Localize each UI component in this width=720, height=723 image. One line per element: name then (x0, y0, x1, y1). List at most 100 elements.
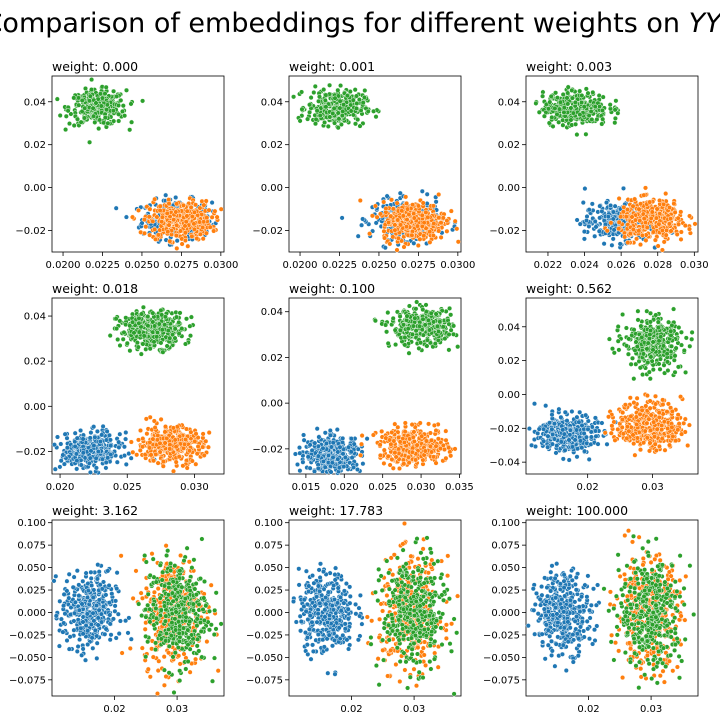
scatter-point (438, 220, 444, 226)
scatter-point (330, 454, 336, 460)
scatter-point (582, 186, 588, 192)
scatter-point (322, 119, 328, 126)
scatter-point (325, 123, 331, 129)
scatter-point (113, 205, 119, 211)
scatter-point (623, 214, 629, 220)
scatter-point (155, 232, 161, 238)
scatter-point (600, 94, 606, 100)
subplot-title: weight: 0.003 (526, 59, 612, 74)
scatter-point (341, 102, 347, 108)
scatter-point (415, 242, 421, 249)
scatter-point (382, 245, 388, 251)
scatter-point (340, 108, 346, 114)
scatter-point (57, 112, 63, 119)
scatter-point (292, 451, 298, 457)
scatter-point (212, 208, 218, 214)
scatter-point (157, 203, 163, 209)
scatter-point (183, 316, 190, 322)
scatter-point (90, 105, 96, 111)
scatter-point (102, 115, 108, 121)
scatter-point (432, 341, 438, 347)
scatter-point (148, 452, 154, 458)
scatter-point (565, 101, 571, 107)
scatter-point (397, 190, 403, 196)
scatter-point (116, 111, 122, 117)
scatter-point (580, 200, 586, 206)
scatter-point (639, 232, 645, 238)
scatter-point (403, 194, 409, 200)
scatter-point (151, 339, 157, 345)
scatter-point (87, 469, 93, 475)
scatter-point (167, 238, 173, 244)
scatter-point (206, 430, 212, 436)
scatter-point (388, 213, 394, 219)
scatter-point (599, 107, 605, 113)
scatter-point (678, 209, 684, 215)
scatter-point (314, 426, 320, 432)
scatter-point (153, 451, 159, 457)
scatter-point (159, 214, 165, 220)
scatter-point (392, 222, 398, 228)
scatter-point (140, 304, 146, 310)
scatter-point (335, 456, 341, 462)
scatter-point (661, 201, 667, 207)
scatter-point (617, 241, 623, 247)
scatter-point (360, 100, 366, 106)
scatter-point (550, 123, 556, 129)
scatter-point (128, 455, 134, 461)
scatter-point (172, 326, 178, 332)
scatter-point (327, 82, 333, 88)
scatter-point (341, 464, 347, 470)
scatter-point (654, 206, 660, 212)
scatter-point (121, 444, 127, 450)
scatter-point (372, 203, 378, 209)
scatter-point (545, 106, 552, 112)
scatter-point (448, 208, 454, 214)
scatter-point (152, 226, 158, 232)
scatter-point (630, 203, 636, 209)
scatter-point (179, 241, 185, 247)
scatter-point (103, 459, 109, 466)
scatter-point (434, 323, 441, 329)
scatter-point (88, 430, 94, 436)
scatter-point (364, 436, 370, 442)
scatter-point (399, 208, 405, 214)
scatter-point (129, 214, 136, 220)
scatter-point (335, 87, 341, 93)
scatter-point (94, 428, 100, 434)
scatter-point (666, 221, 672, 227)
scatter-point (88, 448, 94, 454)
scatter-point (629, 214, 635, 220)
scatter-point (569, 95, 575, 101)
scatter-point (636, 206, 642, 212)
scatter-point (195, 443, 201, 450)
scatter-point (307, 102, 313, 108)
scatter-point (354, 100, 360, 107)
scatter-point (183, 219, 189, 225)
scatter-point (114, 326, 120, 332)
scatter-point (200, 444, 206, 450)
scatter-point (152, 323, 158, 329)
scatter-point (99, 95, 105, 101)
scatter-point (360, 461, 366, 467)
scatter-point (554, 95, 560, 101)
scatter-point (322, 430, 328, 436)
scatter-point (65, 108, 71, 114)
scatter-point (105, 455, 111, 461)
scatter-point (600, 116, 606, 122)
scatter-point (577, 221, 583, 227)
scatter-point (612, 107, 618, 113)
scatter-point (549, 114, 555, 120)
scatter-point (667, 204, 673, 211)
scatter-point (183, 436, 189, 443)
scatter-point (612, 203, 618, 209)
scatter-point (334, 427, 340, 433)
y-tick-label: 0.00 (24, 402, 46, 413)
scatter-point (201, 452, 207, 458)
scatter-point (403, 224, 410, 230)
scatter-point (437, 319, 443, 325)
scatter-point (140, 341, 146, 347)
y-tick-label: 0.04 (498, 97, 520, 108)
